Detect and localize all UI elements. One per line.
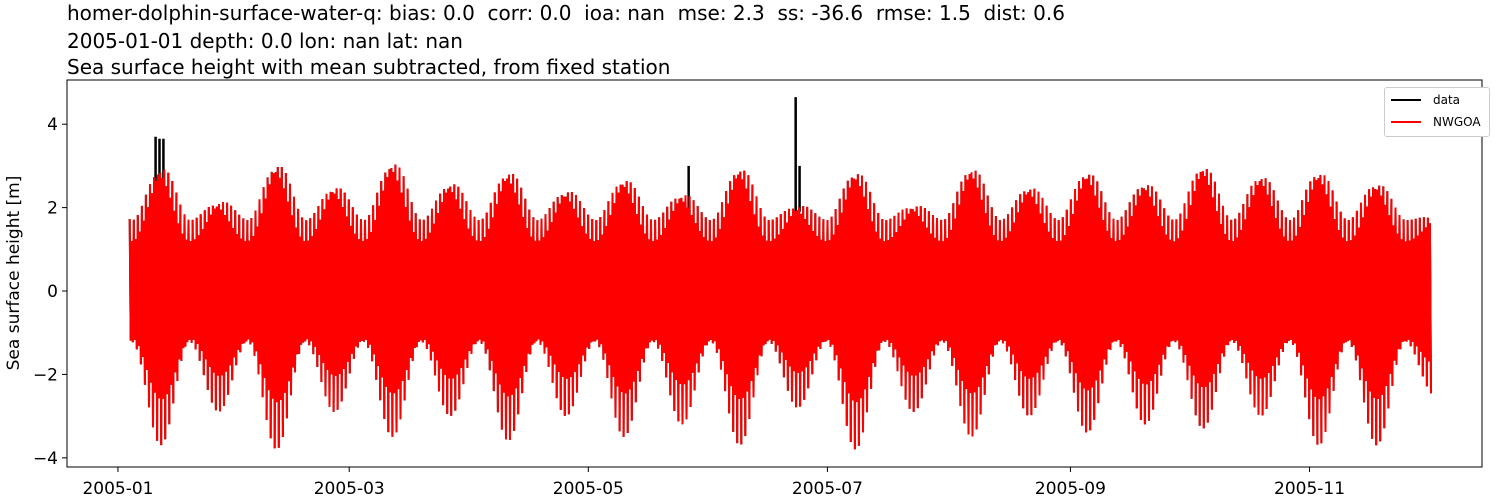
legend-swatch-nwgoa bbox=[1391, 120, 1421, 124]
y-tick-label: 0 bbox=[47, 282, 58, 302]
legend-label-data: data bbox=[1433, 93, 1461, 107]
x-tick-label: 2005-05 bbox=[553, 479, 624, 499]
legend: data NWGOA bbox=[1384, 87, 1490, 137]
legend-label-nwgoa: NWGOA bbox=[1433, 115, 1481, 129]
y-tick-label: 4 bbox=[47, 115, 58, 135]
y-tick-label: −2 bbox=[33, 365, 58, 385]
series-nwgoa-line bbox=[128, 164, 1432, 450]
legend-item-nwgoa: NWGOA bbox=[1391, 114, 1481, 130]
x-tick-label: 2005-11 bbox=[1274, 479, 1345, 499]
y-axis-label: Sea surface height [m] bbox=[4, 176, 24, 371]
x-tick-label: 2005-09 bbox=[1035, 479, 1106, 499]
title-line-2: 2005-01-01 depth: 0.0 lon: nan lat: nan bbox=[67, 29, 463, 53]
x-tick-label: 2005-01 bbox=[82, 479, 153, 499]
y-tick-label: −4 bbox=[33, 449, 58, 469]
x-tick-label: 2005-03 bbox=[314, 479, 385, 499]
legend-item-data: data bbox=[1391, 92, 1460, 108]
title-line-3: Sea surface height with mean subtracted,… bbox=[67, 55, 671, 79]
title-line-1: homer-dolphin-surface-water-q: bias: 0.0… bbox=[67, 1, 1065, 25]
x-tick-label: 2005-07 bbox=[792, 479, 863, 499]
y-tick-label: 2 bbox=[47, 199, 58, 219]
legend-swatch-data bbox=[1391, 98, 1421, 102]
plot-frame bbox=[66, 79, 1483, 468]
